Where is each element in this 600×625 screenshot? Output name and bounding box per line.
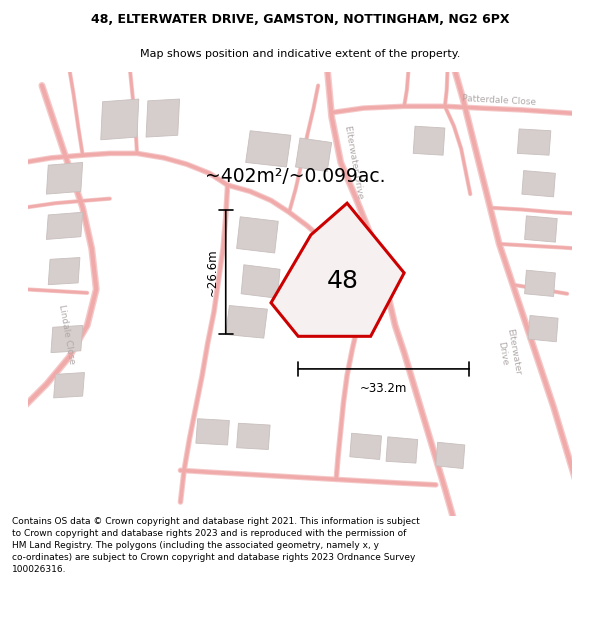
Text: ~33.2m: ~33.2m — [360, 382, 407, 394]
Polygon shape — [53, 372, 85, 398]
Text: 48, ELTERWATER DRIVE, GAMSTON, NOTTINGHAM, NG2 6PX: 48, ELTERWATER DRIVE, GAMSTON, NOTTINGHA… — [91, 13, 509, 26]
Polygon shape — [46, 213, 83, 239]
Text: Map shows position and indicative extent of the property.: Map shows position and indicative extent… — [140, 49, 460, 59]
Polygon shape — [386, 437, 418, 463]
Polygon shape — [295, 138, 332, 171]
Polygon shape — [236, 217, 278, 253]
Polygon shape — [350, 433, 382, 459]
Text: Elterwater
Drive: Elterwater Drive — [494, 328, 522, 378]
Polygon shape — [226, 306, 268, 338]
Polygon shape — [51, 326, 83, 352]
Text: 48: 48 — [327, 269, 359, 293]
Polygon shape — [48, 258, 80, 285]
Polygon shape — [101, 99, 139, 140]
Polygon shape — [524, 216, 557, 242]
Polygon shape — [245, 131, 291, 167]
Polygon shape — [436, 442, 465, 469]
Polygon shape — [196, 419, 229, 445]
Polygon shape — [271, 203, 404, 336]
Polygon shape — [146, 99, 179, 137]
Text: Patterdale Close: Patterdale Close — [462, 94, 536, 108]
Text: ~402m²/~0.099ac.: ~402m²/~0.099ac. — [205, 166, 385, 186]
Text: Lindale Close: Lindale Close — [56, 304, 76, 365]
Polygon shape — [524, 270, 556, 296]
Polygon shape — [236, 423, 270, 449]
Polygon shape — [46, 162, 83, 194]
Text: ~26.6m: ~26.6m — [205, 248, 218, 296]
Polygon shape — [241, 265, 280, 298]
Text: Elterwater Drive: Elterwater Drive — [343, 125, 365, 200]
Polygon shape — [522, 171, 556, 197]
Text: Contains OS data © Crown copyright and database right 2021. This information is : Contains OS data © Crown copyright and d… — [12, 518, 420, 574]
Polygon shape — [528, 316, 558, 342]
Polygon shape — [413, 126, 445, 155]
Polygon shape — [517, 129, 551, 155]
